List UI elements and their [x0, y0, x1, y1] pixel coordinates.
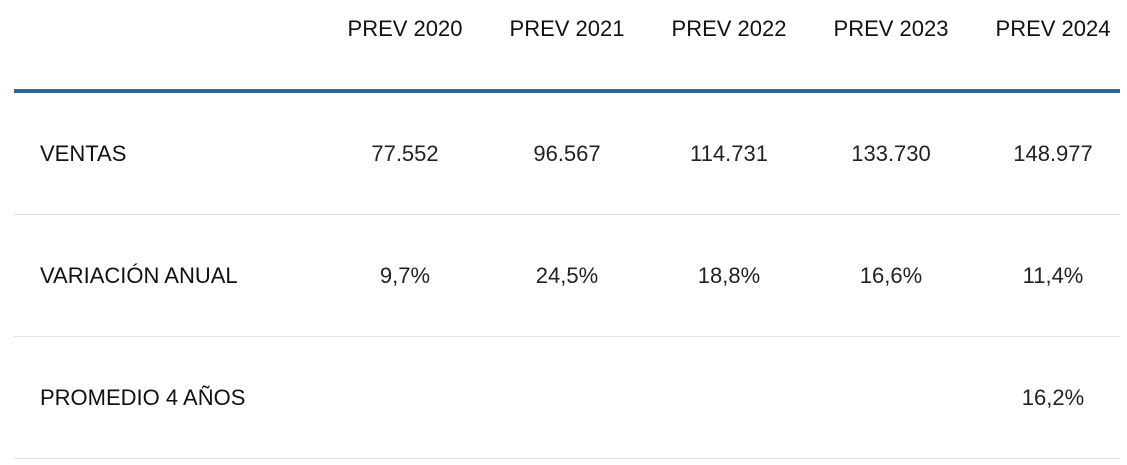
header-prev-2024: PREV 2024 [995, 15, 1111, 41]
header-prev-2023: PREV 2023 [833, 15, 949, 41]
header-prev-2021: PREV 2021 [509, 15, 625, 41]
cell-value: 16,6% [859, 262, 923, 288]
row-label: VARIACIÓN ANUAL [40, 262, 238, 288]
table-row-ventas: VENTAS 77.552 96.567 114.731 133.730 148… [14, 93, 1120, 215]
table-row-variacion-anual: VARIACIÓN ANUAL 9,7% 24,5% 18,8% 16,6% 1… [14, 215, 1120, 337]
cell-value: 148.977 [1013, 140, 1093, 166]
cell-value: 24,5% [535, 262, 599, 288]
table-header: PREV 2020 PREV 2021 PREV 2022 PREV 2023 … [14, 0, 1120, 93]
cell-value: 18,8% [697, 262, 761, 288]
cell-value: 114.731 [690, 140, 768, 166]
row-label: VENTAS [40, 140, 127, 166]
cell-value: 133.730 [851, 140, 931, 166]
cell-value: 16,2% [1021, 384, 1085, 410]
header-prev-2020: PREV 2020 [347, 15, 463, 41]
row-label: PROMEDIO 4 AÑOS [40, 384, 246, 410]
cell-value: 11,4% [1022, 262, 1084, 288]
header-prev-2022: PREV 2022 [671, 15, 787, 41]
cell-value: 77.552 [371, 140, 439, 166]
table-row-promedio: PROMEDIO 4 AÑOS 16,2% [14, 337, 1120, 459]
cell-value: 96.567 [533, 140, 601, 166]
forecast-table: PREV 2020 PREV 2021 PREV 2022 PREV 2023 … [14, 0, 1120, 459]
cell-value: 9,7% [379, 262, 431, 288]
